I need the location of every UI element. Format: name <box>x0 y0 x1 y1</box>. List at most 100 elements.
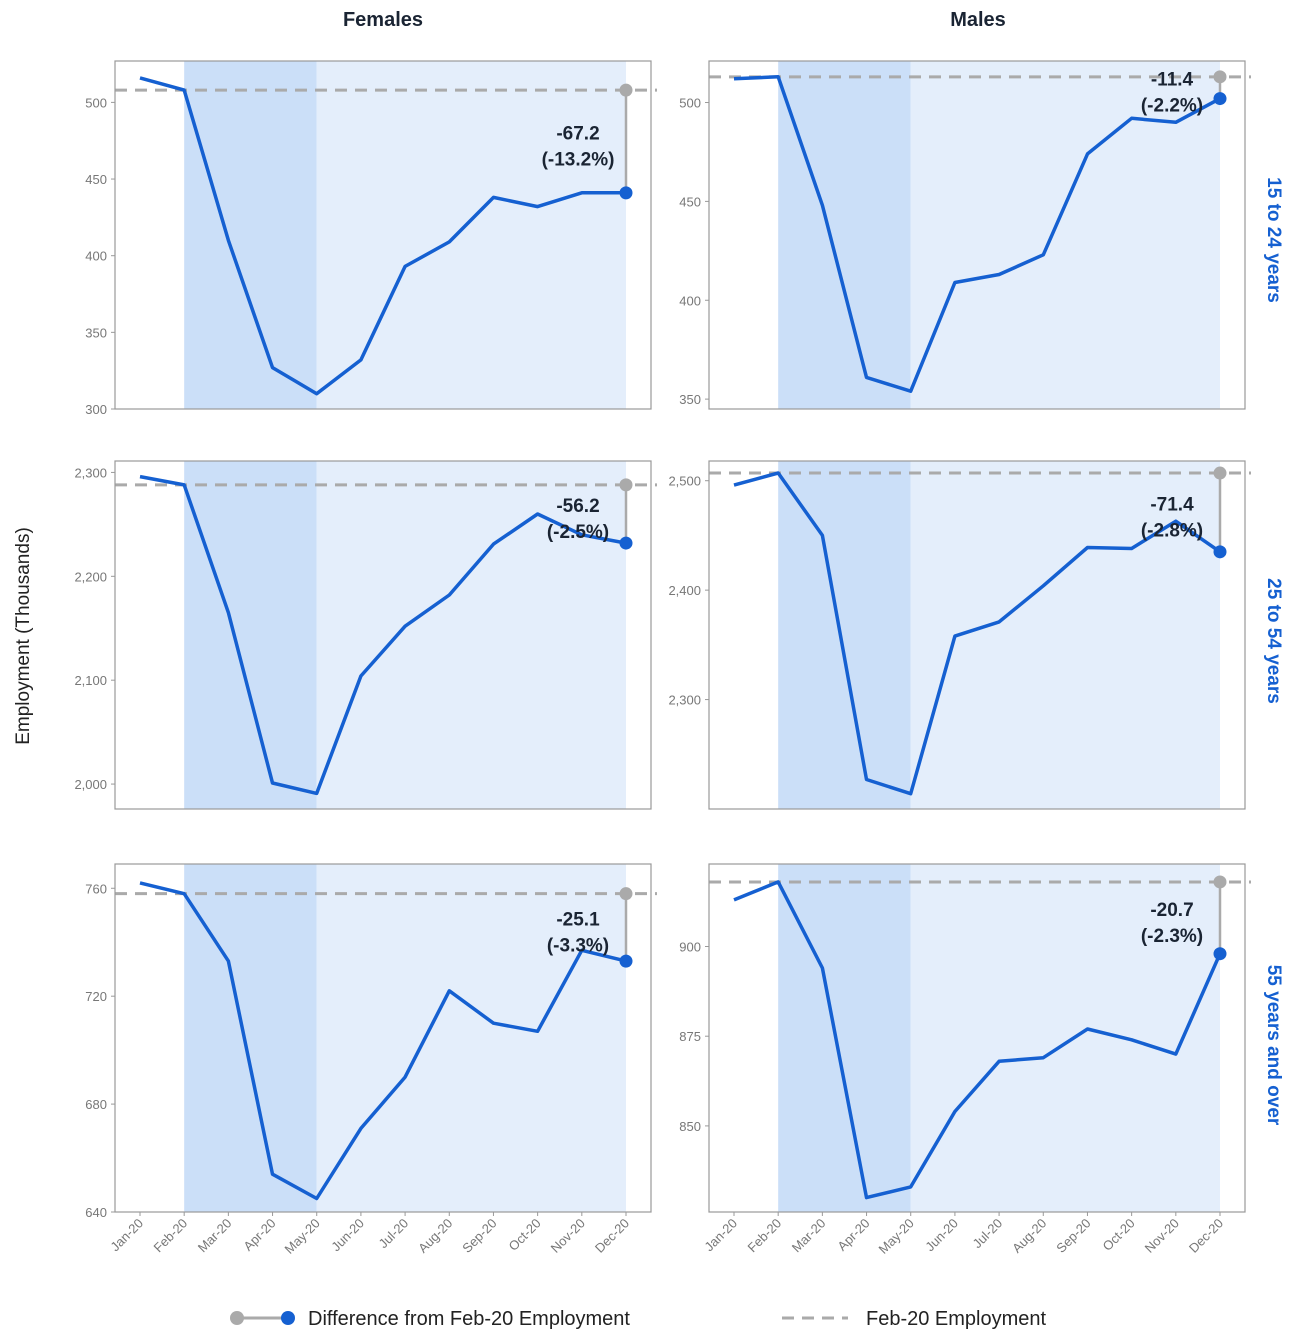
panel-border <box>114 460 652 810</box>
y-tick-label: 2,400 <box>668 583 701 598</box>
panel-border <box>708 60 1246 410</box>
employment-line <box>139 881 627 1201</box>
y-axis-label: Employment (Thousands) <box>13 527 34 745</box>
y-tick-label: 760 <box>85 881 107 896</box>
column-title-males: Males <box>950 9 1006 31</box>
reference-marker <box>1213 466 1227 480</box>
annotation-difference: -11.4 <box>1151 70 1194 91</box>
end-marker <box>1213 947 1227 961</box>
y-tick-label: 850 <box>679 1119 701 1134</box>
y-tick-label: 350 <box>85 325 107 340</box>
annotation-difference: -56.2 <box>556 496 599 517</box>
panel-males-15-to-24-years: 350 400 450 500 -11.4 (-2.2%) <box>679 60 1251 410</box>
y-tick-label: 2,500 <box>668 474 701 489</box>
reference-marker <box>1213 875 1227 889</box>
x-tick-label: Jun-20 <box>922 1216 961 1255</box>
shade-recovery <box>910 864 1220 1212</box>
reference-marker <box>619 83 633 97</box>
annotation-difference: -25.1 <box>556 909 600 930</box>
annotation-percent: (-13.2%) <box>542 149 615 170</box>
y-tick-label: 900 <box>679 940 701 955</box>
employment-line <box>733 880 1222 1200</box>
annotation-difference: -20.7 <box>1150 900 1193 921</box>
annotation-percent: (-2.3%) <box>1141 926 1203 947</box>
annotation-percent: (-3.3%) <box>547 935 609 956</box>
annotation-difference: -67.2 <box>556 123 599 144</box>
end-marker <box>1213 545 1227 559</box>
x-tick-label: Apr-20 <box>240 1216 278 1254</box>
x-tick-label: Jan-20 <box>701 1216 740 1255</box>
x-tick-label: May-20 <box>876 1216 917 1257</box>
legend-difference-label: Difference from Feb-20 Employment <box>308 1308 630 1330</box>
x-tick-label: Jul-20 <box>376 1216 412 1252</box>
end-marker <box>1213 92 1227 106</box>
end-marker <box>619 954 633 968</box>
legend-reference-label: Feb-20 Employment <box>866 1308 1047 1330</box>
panel-females-15-to-24-years: 300 350 400 450 500 -67.2 (-13.2%) <box>85 60 657 417</box>
annotation-percent: (-2.2%) <box>1141 96 1203 117</box>
x-tick-label: May-20 <box>282 1216 323 1257</box>
x-tick-label: Oct-20 <box>1100 1216 1138 1254</box>
panel-females-25-to-54-years: 2,000 2,100 2,200 2,300 -56.2 (-2.5%) <box>74 460 657 810</box>
panel-males-25-to-54-years: 2,300 2,400 2,500 -71.4 (-2.8%) <box>668 460 1251 810</box>
shade-lockdown <box>184 61 317 409</box>
employment-line <box>733 75 1221 393</box>
panel-border <box>114 863 652 1213</box>
y-tick-label: 400 <box>679 293 701 308</box>
end-marker <box>619 536 633 550</box>
reference-marker <box>1213 70 1227 84</box>
y-tick-label: 875 <box>679 1029 701 1044</box>
legend-end-marker <box>281 1311 295 1325</box>
y-tick-label: 720 <box>85 989 107 1004</box>
y-tick-label: 500 <box>85 95 107 110</box>
annotation-percent: (-2.5%) <box>547 522 609 543</box>
shade-lockdown <box>184 461 317 809</box>
x-tick-label: Dec-20 <box>1186 1216 1226 1256</box>
column-title-females: Females <box>343 9 423 31</box>
legend: Difference from Feb-20 Employment Feb-20… <box>230 1308 1047 1330</box>
x-tick-label: Oct-20 <box>506 1216 544 1254</box>
end-marker <box>619 186 633 200</box>
x-tick-label: Jun-20 <box>328 1216 367 1255</box>
panels-group: 300 350 400 450 500 -67.2 (-13.2%) 350 400 450 500… <box>74 60 1251 1257</box>
y-tick-label: 2,000 <box>74 777 107 792</box>
x-tick-label: Dec-20 <box>592 1216 632 1256</box>
reference-marker <box>619 478 633 492</box>
shade-recovery <box>316 61 626 409</box>
reference-marker <box>619 887 633 901</box>
shade-recovery <box>316 461 626 809</box>
y-tick-label: 2,300 <box>74 465 107 480</box>
shade-lockdown <box>778 61 911 409</box>
x-tick-label: Jan-20 <box>107 1216 146 1255</box>
panel-border <box>708 863 1246 1213</box>
x-tick-label: Feb-20 <box>745 1216 785 1256</box>
annotation-difference: -71.4 <box>1150 494 1194 515</box>
y-tick-label: 400 <box>85 249 107 264</box>
x-tick-label: Sep-20 <box>1053 1216 1093 1256</box>
y-tick-label: 680 <box>85 1097 107 1112</box>
y-tick-label: 450 <box>85 172 107 187</box>
x-tick-label: Mar-20 <box>789 1216 829 1256</box>
row-title-25-54: 25 to 54 years <box>1263 578 1284 704</box>
x-tick-label: Aug-20 <box>1009 1216 1049 1256</box>
panel-border <box>708 460 1246 810</box>
panel-border <box>114 60 652 410</box>
shade-lockdown <box>184 864 317 1212</box>
x-tick-label: Apr-20 <box>834 1216 872 1254</box>
row-title-15-24: 15 to 24 years <box>1263 177 1284 303</box>
y-tick-label: 2,100 <box>74 673 107 688</box>
shade-lockdown <box>778 461 911 809</box>
employment-line <box>733 471 1221 796</box>
x-tick-label: Nov-20 <box>548 1216 588 1256</box>
y-tick-label: 350 <box>679 392 701 407</box>
y-tick-label: 500 <box>679 96 701 111</box>
y-tick-label: 2,200 <box>74 569 107 584</box>
y-tick-label: 2,300 <box>668 693 701 708</box>
y-tick-label: 300 <box>85 402 107 417</box>
shade-recovery <box>910 61 1220 409</box>
panel-females-55-years-and-over: 640 680 720 760 -25.1 (-3.3%) Jan-20 Feb-20 Mar-… <box>85 863 657 1257</box>
y-tick-label: 450 <box>679 194 701 209</box>
shade-recovery <box>316 864 626 1212</box>
